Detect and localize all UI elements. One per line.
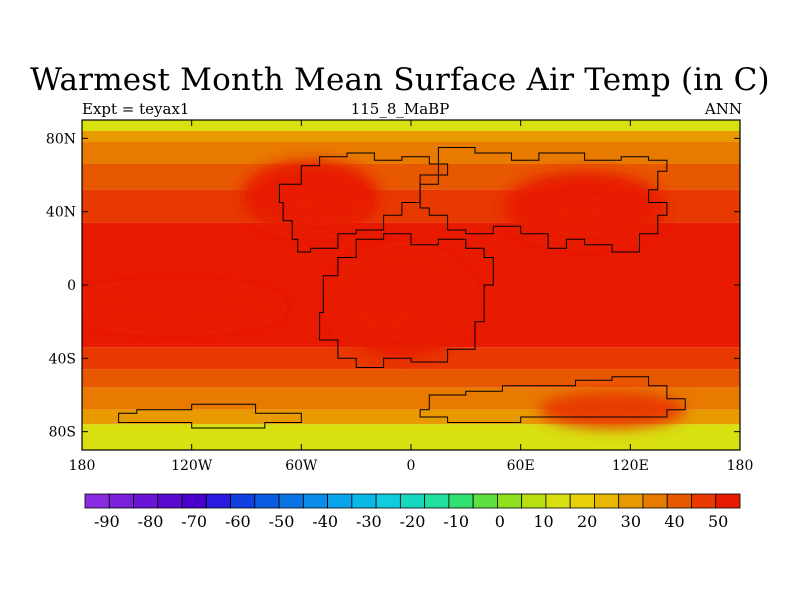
colorbar-swatch (594, 493, 620, 509)
colorbar-label: -80 (138, 512, 164, 531)
colorbar-label: 40 (664, 512, 684, 531)
colorbar-swatch (521, 493, 547, 509)
colorbar-label: 20 (577, 512, 597, 531)
colorbar-label: 10 (533, 512, 553, 531)
colorbar-swatch (497, 493, 523, 509)
plot-title: Warmest Month Mean Surface Air Temp (in … (30, 62, 770, 98)
hotspot-asia-core (548, 200, 614, 230)
colorbar-swatch (472, 493, 498, 509)
colorbar-swatch (230, 493, 256, 509)
colorbar-swatch (84, 493, 110, 509)
colorbar: -90 -80 -70 -60 -50 -40 -30 -20 -10 0 10 20 30 40 50 (84, 493, 741, 531)
colorbar-label: -50 (269, 512, 295, 531)
colorbar-label: -10 (443, 512, 469, 531)
y-tick-label: 40N (46, 205, 76, 221)
coastline-2 (319, 233, 494, 368)
colorbar-swatch (545, 493, 571, 509)
colorbar-swatch (181, 493, 207, 509)
colorbar-swatch (133, 493, 159, 509)
x-tick-label: 180 (727, 458, 754, 474)
colorbar-swatch (278, 493, 304, 509)
experiment-label: Expt = teyax1 (82, 100, 190, 118)
x-tick-label: 120E (612, 458, 649, 474)
colorbar-swatch (715, 493, 741, 509)
x-tick-label: 180 (69, 458, 96, 474)
x-tick-label: 120W (171, 458, 213, 474)
colorbar-swatch (448, 493, 474, 509)
colorbar-label: -30 (356, 512, 382, 531)
colorbar-swatch (691, 493, 717, 509)
colorbar-label: 50 (708, 512, 728, 531)
colorbar-swatch (569, 493, 595, 509)
hotspot-laurasia-west-core (292, 184, 366, 221)
colorbar-swatch (205, 493, 231, 509)
colorbar-swatch (666, 493, 692, 509)
temp-band-2 (82, 142, 740, 164)
map-axes: 180 120W 60W 0 60E 120E 180 80N 40N 0 40S 80S (46, 120, 753, 474)
y-tick-label: 40S (49, 351, 76, 367)
season-label: ANN (704, 100, 742, 118)
y-tick-label: 80S (49, 425, 76, 441)
colorbar-swatch (327, 493, 353, 509)
coastline-0 (278, 152, 449, 253)
colorbar-label: -90 (94, 512, 120, 531)
colorbar-label: -70 (181, 512, 207, 531)
colorbar-swatch (108, 493, 134, 509)
colorbar-swatch (375, 493, 401, 509)
colorbar-swatch (302, 493, 328, 509)
hotspot-west-gondwana-core (356, 299, 412, 337)
colorbar-label: 0 (495, 512, 505, 531)
colorbar-swatch (351, 493, 377, 509)
coastline-1 (419, 147, 668, 253)
x-tick-label: 60W (285, 458, 318, 474)
colorbar-swatch (254, 493, 280, 509)
coastline-3 (419, 376, 686, 423)
temp-band-7 (82, 369, 740, 388)
y-tick-label: 80N (46, 131, 76, 147)
colorbar-label: 30 (621, 512, 641, 531)
colorbar-swatch (157, 493, 183, 509)
period-label: 115_8_MaBP (350, 100, 450, 118)
hotspot-east-gondwana (538, 391, 686, 428)
colorbar-swatch (618, 493, 644, 509)
x-tick-label: 60E (507, 458, 535, 474)
temperature-field (82, 120, 740, 450)
hotspot-west-gondwana (328, 248, 475, 359)
x-tick-label: 0 (407, 458, 416, 474)
y-tick-label: 0 (67, 278, 76, 294)
temp-band-1 (82, 131, 740, 142)
colorbar-swatch (642, 493, 668, 509)
colorbar-swatch (424, 493, 450, 509)
colorbar-label: -20 (400, 512, 426, 531)
coastline-4 (118, 403, 302, 429)
colorbar-label: -60 (225, 512, 251, 531)
coastlines (118, 147, 686, 429)
hotspot-equatorial-ocean (82, 285, 284, 329)
colorbar-swatch (399, 493, 426, 509)
colorbar-label: -40 (312, 512, 338, 531)
